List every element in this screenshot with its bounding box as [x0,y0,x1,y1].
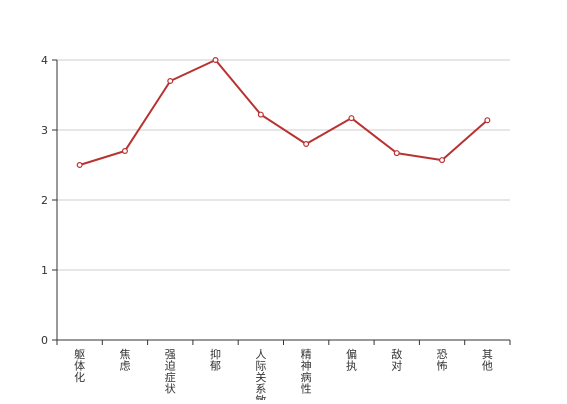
x-tick-label: 敌对 [391,347,402,373]
series-line [79,59,488,166]
x-tick-label: 偏执 [346,347,357,373]
x-tick-labels: 躯体化 焦虑 强迫症状 抑郁 人际关系敏感 精神病性 偏执 敌对 恐怖 其他 [74,347,493,404]
x-tick-label: 躯体化 [74,348,85,384]
data-point[interactable] [257,111,264,118]
x-tick-label: 强迫症状 [165,348,176,396]
x-tick-label: 人际关系敏感 [255,348,266,400]
data-point[interactable] [484,117,491,124]
y-tick-label: 1 [41,264,48,277]
data-point[interactable] [167,77,174,84]
x-tick-label: 其他 [482,348,493,373]
y-tick-label: 2 [41,194,48,207]
data-point[interactable] [76,162,83,169]
data-point[interactable] [348,115,355,122]
x-tick-label: 抑郁 [210,347,221,373]
x-tick-label: 焦虑 [119,348,130,373]
y-tick-labels: 0 1 2 3 4 [41,54,48,347]
data-point[interactable] [439,157,446,164]
y-tick-label: 4 [41,54,48,67]
grid-lines [57,59,510,271]
series-layer [76,56,491,169]
x-tick-label: 精神病性 [301,348,312,396]
axes [52,59,511,345]
data-point[interactable] [212,56,219,63]
y-tick-label: 0 [41,334,48,347]
data-point[interactable] [393,150,400,157]
x-tick-label: 恐怖 [437,348,448,373]
data-point[interactable] [121,148,128,155]
y-tick-label: 3 [41,124,48,137]
data-point[interactable] [303,141,310,148]
